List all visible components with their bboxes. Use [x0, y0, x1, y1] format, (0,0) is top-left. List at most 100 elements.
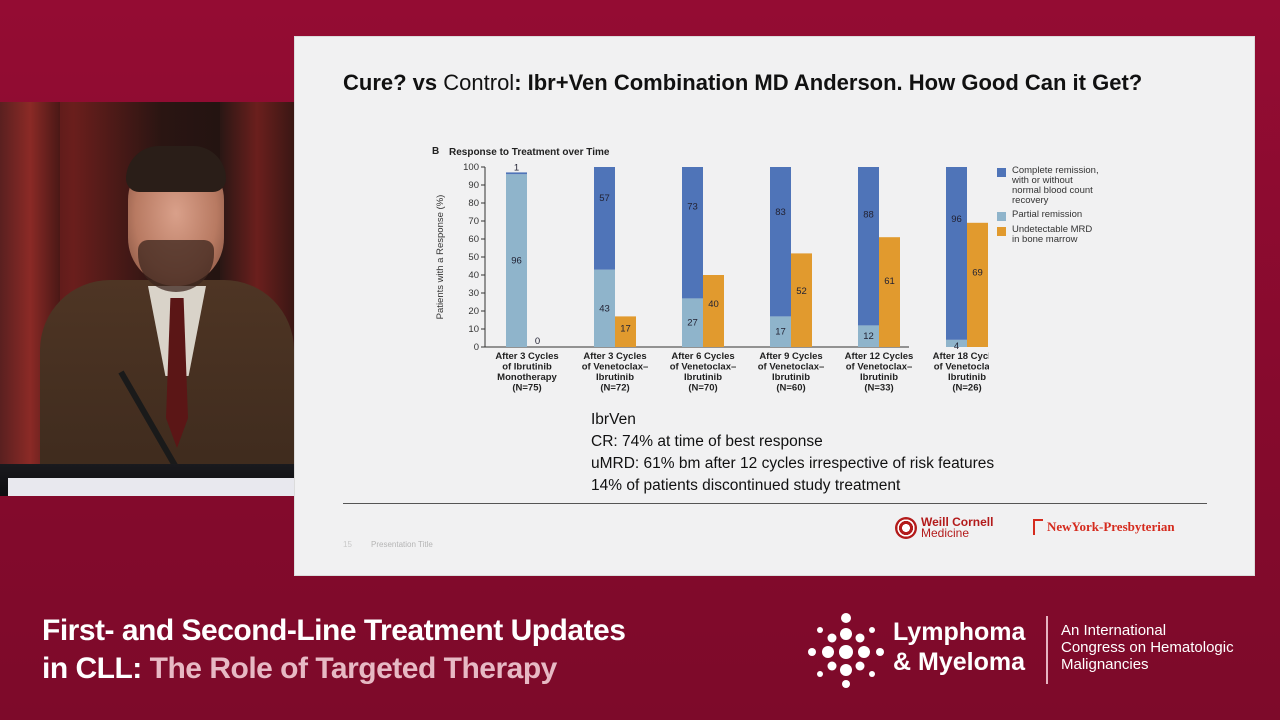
- x-category-label: Ibrutinib: [860, 372, 898, 383]
- y-axis-label: Patients with a Response (%): [435, 195, 446, 320]
- speaker-video: [0, 102, 294, 496]
- slide-number: 15: [343, 540, 352, 549]
- figure-label: B: [432, 146, 440, 157]
- data-label-undetectable-mrd: 61: [884, 276, 895, 287]
- legend-label-line: in bone marrow: [1012, 234, 1078, 245]
- y-tick-label: 50: [468, 252, 479, 263]
- x-category-label: Ibrutinib: [596, 372, 634, 383]
- legend-swatch: [997, 212, 1006, 221]
- bar-undetectable-mrd: [879, 237, 900, 347]
- speaker-tie: [166, 298, 188, 448]
- newyork-presbyterian-logo: NewYork-Presbyterian: [1033, 519, 1175, 535]
- data-label-complete-remission: 88: [863, 210, 874, 221]
- x-category-label: (N=72): [600, 383, 629, 394]
- data-label-undetectable-mrd: 52: [796, 286, 807, 297]
- data-label-undetectable-mrd: 40: [708, 299, 719, 310]
- bar-complete-remission: [682, 167, 703, 299]
- data-label-undetectable-mrd: 0: [535, 336, 540, 347]
- x-category-label: After 12 Cycles: [845, 351, 914, 362]
- x-category-label: (N=26): [952, 383, 981, 394]
- data-label-complete-remission: 57: [599, 193, 610, 204]
- y-tick-label: 0: [474, 342, 479, 353]
- bar-complete-remission: [594, 167, 615, 270]
- y-tick-label: 80: [468, 198, 479, 209]
- x-category-label: Ibrutinib: [684, 372, 722, 383]
- x-category-label: After 18 Cycles: [933, 351, 989, 362]
- conference-name-line2: & Myeloma: [893, 648, 1025, 676]
- bar-complete-remission: [506, 172, 527, 175]
- conference-desc-line2: Congress on Hematologic: [1061, 639, 1234, 656]
- note-line: CR: 74% at time of best response: [591, 433, 823, 450]
- x-category-label: of Venetoclax–: [758, 362, 825, 373]
- y-tick-label: 20: [468, 306, 479, 317]
- data-label-partial-remission: 17: [775, 327, 786, 338]
- x-category-label: Ibrutinib: [948, 372, 986, 383]
- y-tick-label: 60: [468, 234, 479, 245]
- x-category-label: of Venetoclax–: [934, 362, 989, 373]
- conference-name: Lymphoma & Myeloma: [893, 617, 1025, 677]
- x-category-label: (N=33): [864, 383, 893, 394]
- x-category-label: (N=75): [512, 383, 541, 394]
- data-label-partial-remission: 12: [863, 331, 874, 342]
- data-label-undetectable-mrd: 17: [620, 324, 631, 335]
- note-line: 14% of patients discontinued study treat…: [591, 477, 901, 494]
- bar-complete-remission: [770, 167, 791, 317]
- x-category-label: of Venetoclax–: [846, 362, 913, 373]
- note-line: uMRD: 61% bm after 12 cycles irrespectiv…: [591, 455, 995, 472]
- data-label-partial-remission: 96: [511, 256, 522, 267]
- legend-label: Partial remission: [1012, 210, 1082, 220]
- conference-name-line1: Lymphoma: [893, 618, 1026, 646]
- x-category-label: Monotherapy: [497, 372, 557, 383]
- legend-label-line: Complete remission,: [1012, 165, 1099, 176]
- bar-partial-remission: [506, 174, 527, 347]
- wc-line1: Weill Cornell: [921, 515, 994, 529]
- bar-undetectable-mrd: [615, 316, 636, 347]
- x-category-label: After 6 Cycles: [671, 351, 734, 362]
- podium-edge: [8, 478, 294, 496]
- session-title-highlight: The Role of Targeted Therapy: [149, 652, 558, 685]
- y-tick-label: 40: [468, 270, 479, 281]
- nyp-wordmark: NewYork-Presbyterian: [1047, 519, 1175, 534]
- x-category-label: Ibrutinib: [772, 372, 810, 383]
- y-tick-label: 70: [468, 216, 479, 227]
- session-title-prefix: in CLL:: [42, 652, 142, 685]
- bar-partial-remission: [858, 325, 879, 347]
- legend-label-line: Partial remission: [1012, 209, 1083, 220]
- x-category-label: of Venetoclax–: [670, 362, 737, 373]
- y-tick-label: 10: [468, 324, 479, 335]
- session-title-line1: First- and Second-Line Treatment Updates: [42, 614, 626, 647]
- weill-cornell-logo: Weill Cornell Medicine: [895, 515, 994, 540]
- bar-undetectable-mrd: [791, 253, 812, 347]
- legend-label-line: recovery: [1012, 195, 1049, 206]
- x-category-label: After 3 Cycles: [583, 351, 646, 362]
- data-label-undetectable-mrd: 69: [972, 267, 983, 278]
- bar-partial-remission: [594, 269, 615, 347]
- bar-partial-remission: [770, 316, 791, 347]
- bar-undetectable-mrd: [967, 222, 988, 347]
- title-part-cure: Cure? vs: [343, 70, 444, 95]
- data-label-partial-remission: 4: [954, 341, 959, 352]
- title-part-main: : Ibr+Ven Combination MD Anderson. How G…: [514, 70, 1143, 95]
- figure-title: Response to Treatment over Time: [449, 147, 610, 158]
- legend-item: Partial remission: [997, 210, 1137, 221]
- legend-swatch: [997, 227, 1006, 236]
- conference-logo-icon: [808, 613, 884, 688]
- slide-notes: IbrVen CR: 74% at time of best response uM…: [591, 409, 1111, 497]
- footer-title: Presentation Title: [371, 540, 433, 549]
- conference-desc-line3: Malignancies: [1061, 656, 1149, 673]
- legend-label-line: normal blood count: [1012, 185, 1093, 196]
- legend-item: Undetectable MRD in bone marrow: [997, 225, 1137, 245]
- x-category-label: After 3 Cycles: [495, 351, 558, 362]
- presentation-slide: Cure? vs Control: Ibr+Ven Combination MD…: [294, 36, 1255, 576]
- wc-line2: Medicine: [921, 526, 970, 540]
- legend-label-line: Undetectable MRD: [1012, 224, 1093, 235]
- data-label-complete-remission: 83: [775, 207, 786, 218]
- legend-label: Undetectable MRD in bone marrow: [1012, 225, 1092, 245]
- y-tick-label: 90: [468, 180, 479, 191]
- bar-complete-remission: [858, 167, 879, 326]
- bar-undetectable-mrd: [703, 275, 724, 347]
- slide-divider: [343, 503, 1207, 504]
- title-part-control: Control: [443, 70, 515, 95]
- x-category-label: (N=60): [776, 383, 805, 394]
- legend-swatch: [997, 168, 1006, 177]
